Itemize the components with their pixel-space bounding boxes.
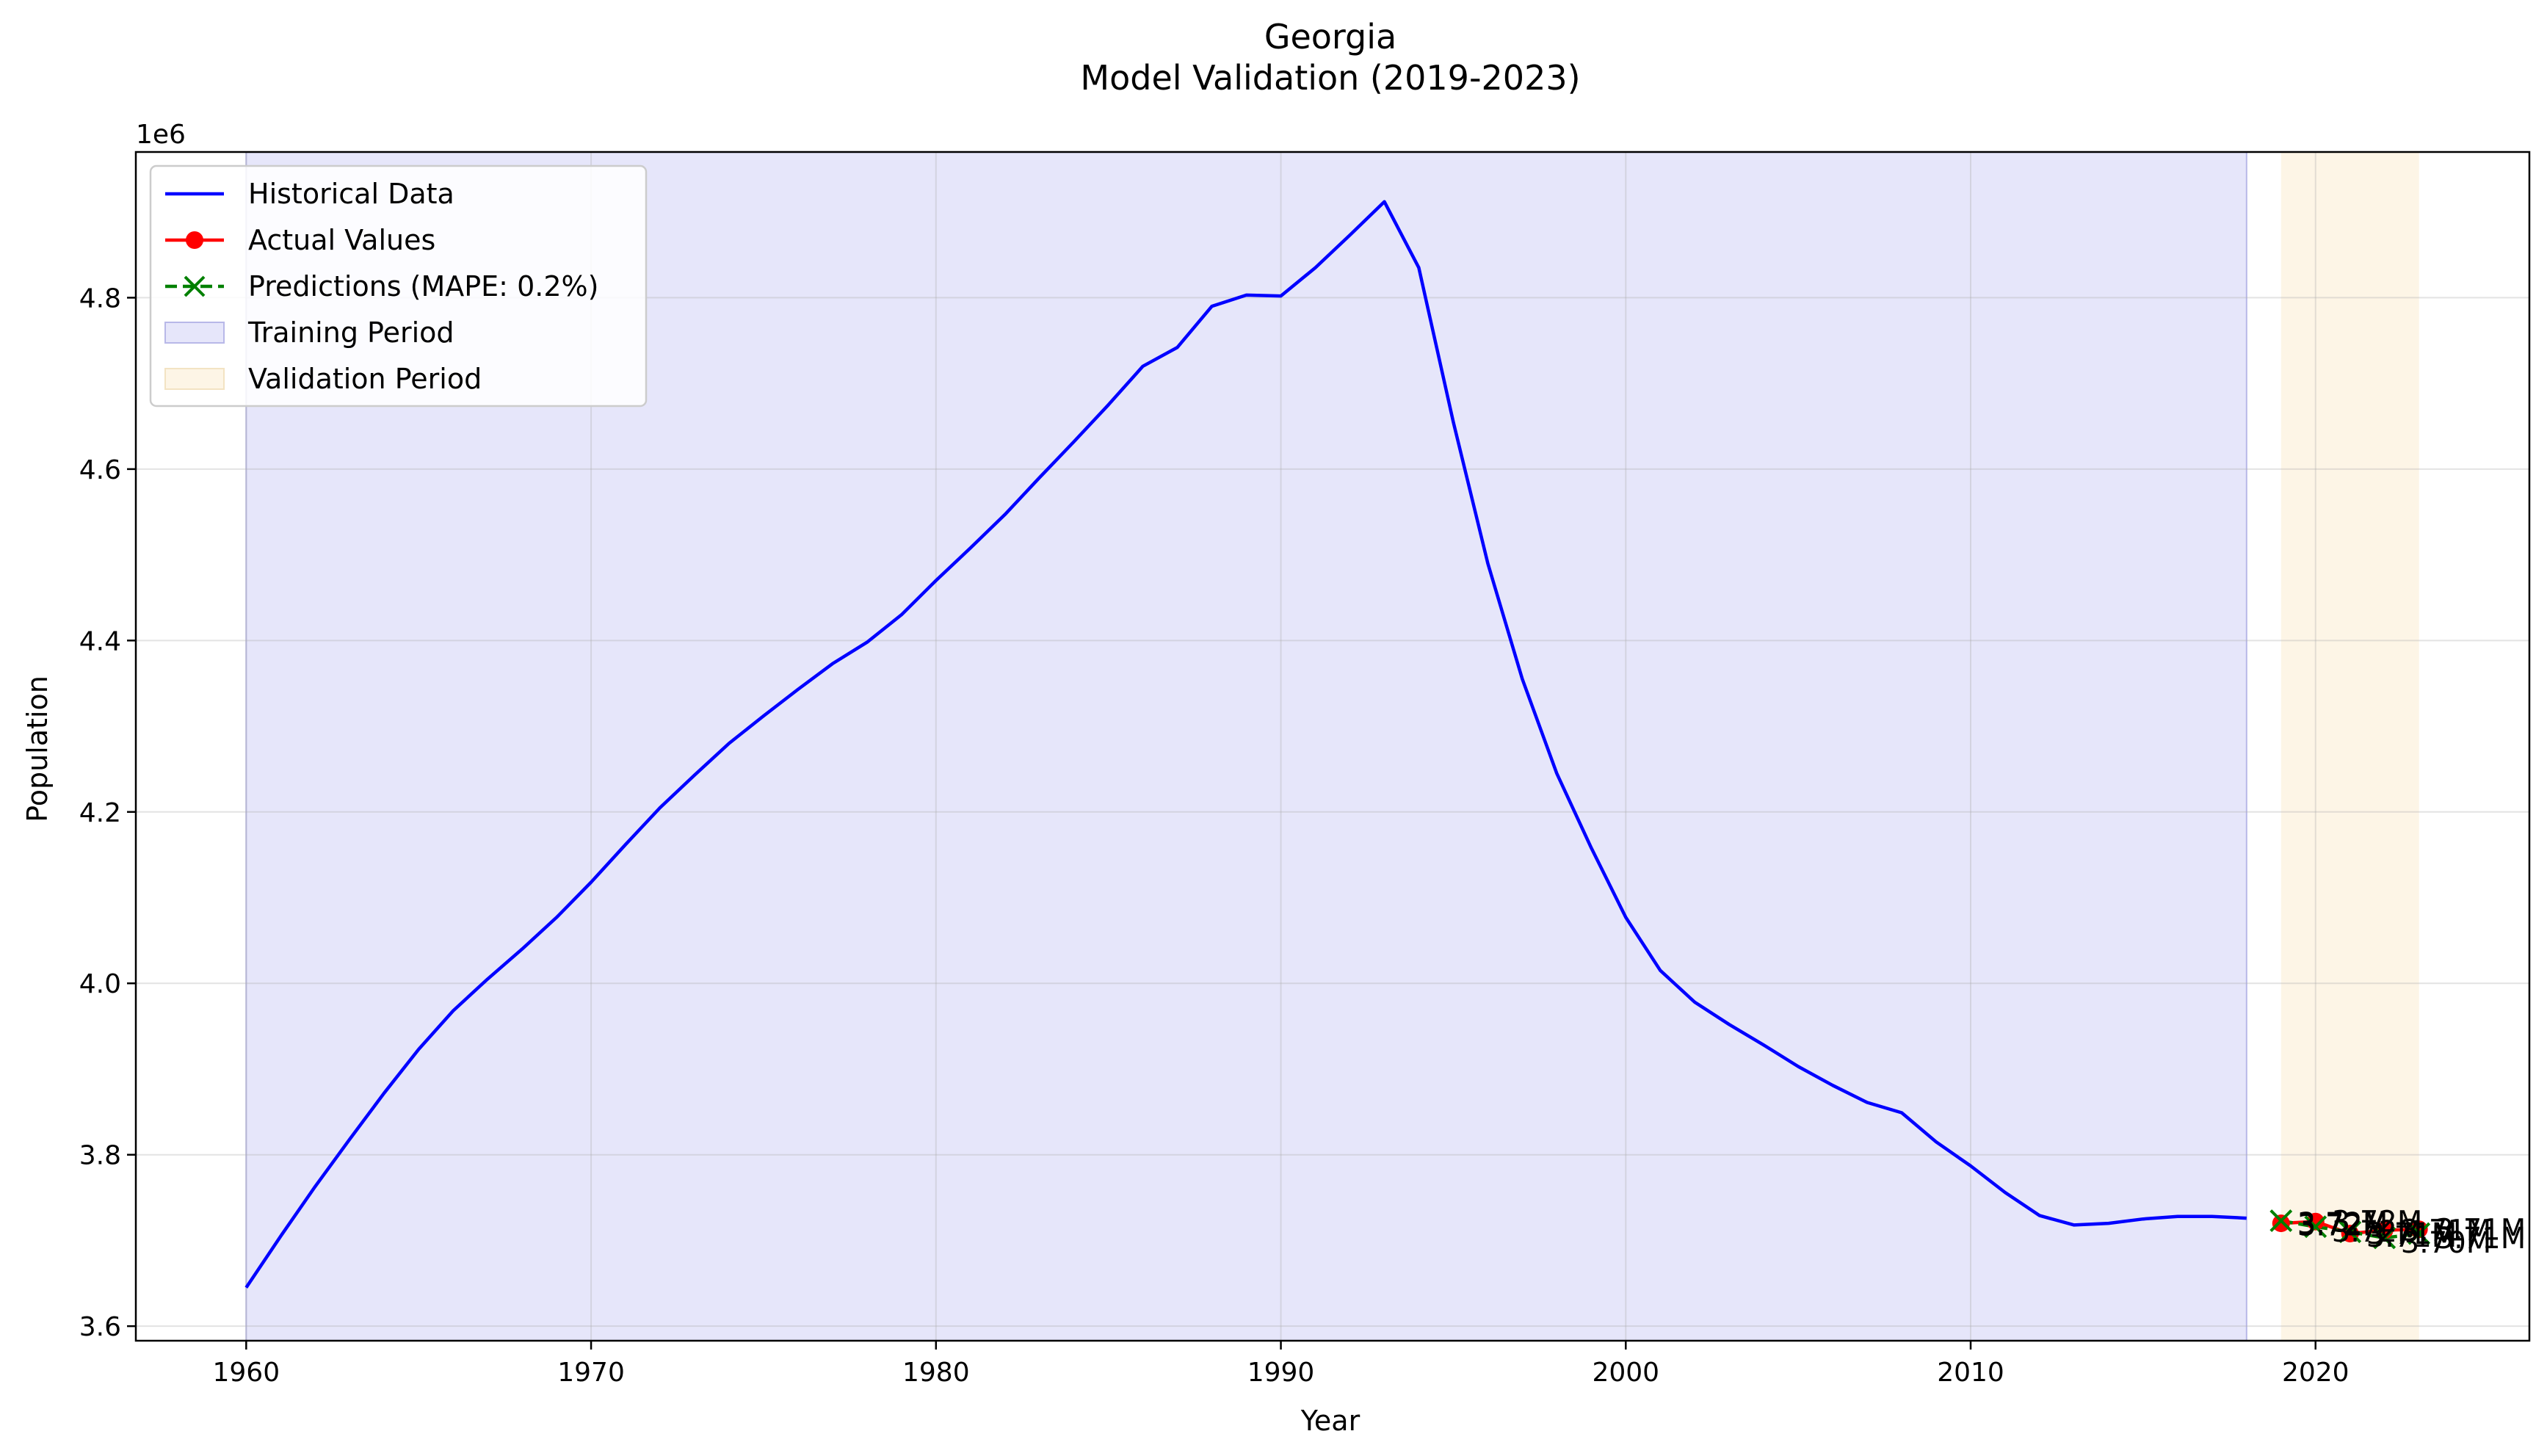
actual-point-2019 bbox=[2272, 1214, 2290, 1233]
y-tick-label-4.6: 4.6 bbox=[79, 455, 121, 485]
prediction-point-2022 bbox=[2373, 1226, 2396, 1250]
x-tick-label-1960: 1960 bbox=[213, 1358, 280, 1388]
prediction-value-label-2020: 3.72M bbox=[2332, 1215, 2423, 1249]
y-axis-label: Population bbox=[21, 676, 54, 822]
legend-swatch-training bbox=[164, 322, 225, 344]
x-tick-label-1980: 1980 bbox=[902, 1358, 970, 1388]
x-tick-label-1970: 1970 bbox=[557, 1358, 625, 1388]
legend-label-historical: Historical Data bbox=[248, 178, 454, 210]
prediction-point-2021 bbox=[2338, 1220, 2362, 1244]
plot-frame bbox=[134, 151, 2531, 1342]
historical-data-line bbox=[244, 200, 2247, 1289]
legend-label-actual: Actual Values bbox=[248, 224, 435, 256]
legend-item-historical: Historical Data bbox=[165, 178, 454, 210]
actual-value-label-2020: 3.72M bbox=[2332, 1206, 2423, 1239]
x-tick-label-2000: 2000 bbox=[1592, 1358, 1659, 1388]
axis-ticks: 1960 1970 1980 1990 2000 2010 2020 3.6 3.8 4.0 4.2… bbox=[79, 283, 2349, 1388]
actual-point-2020 bbox=[2306, 1212, 2325, 1231]
y-tick-label-4.0: 4.0 bbox=[79, 969, 121, 999]
y-offset-label: 1e6 bbox=[136, 120, 186, 150]
legend-label-training: Training Period bbox=[247, 316, 454, 349]
prediction-value-label-2023: 3.71M bbox=[2435, 1222, 2526, 1256]
actual-value-label-2023: 3.71M bbox=[2435, 1213, 2526, 1247]
chart-title: Georgia bbox=[1264, 17, 1396, 57]
actual-value-label-2021: 3.71M bbox=[2366, 1217, 2457, 1251]
prediction-point-2023 bbox=[2407, 1222, 2431, 1245]
prediction-value-label-2019: 3.72M bbox=[2297, 1209, 2388, 1243]
y-tick-label-3.6: 3.6 bbox=[79, 1312, 121, 1342]
x-tick-label-2010: 2010 bbox=[1937, 1358, 2004, 1388]
legend-item-training: Training Period bbox=[164, 316, 454, 349]
y-tick-label-4.4: 4.4 bbox=[79, 626, 121, 656]
y-tick-label-4.2: 4.2 bbox=[79, 798, 121, 828]
legend-label-validation: Validation Period bbox=[248, 363, 482, 395]
x-tick-label-2020: 2020 bbox=[2282, 1358, 2349, 1388]
legend-item-actual: Actual Values bbox=[165, 224, 435, 256]
validation-period-band bbox=[2280, 152, 2419, 1341]
actual-value-label-2022: 3.71M bbox=[2401, 1214, 2492, 1247]
prediction-value-label-2022: 3.70M bbox=[2401, 1226, 2492, 1260]
legend-label-predicted: Predictions (MAPE: 0.2%) bbox=[248, 270, 598, 303]
legend-box bbox=[149, 164, 648, 408]
legend-item-validation: Validation Period bbox=[164, 363, 482, 395]
prediction-point-2020 bbox=[2304, 1215, 2327, 1239]
legend-marker-actual bbox=[186, 231, 203, 249]
prediction-value-label-2021: 3.71M bbox=[2366, 1220, 2457, 1254]
predictions-line bbox=[2280, 1219, 2419, 1240]
actual-value-label-2019: 3.72M bbox=[2297, 1207, 2388, 1241]
y-tick-label-4.8: 4.8 bbox=[79, 283, 121, 314]
legend-swatch-validation bbox=[164, 368, 225, 390]
actual-point-2023 bbox=[2410, 1220, 2428, 1239]
legend-marker-predicted-b bbox=[184, 275, 206, 297]
y-tick-label-3.8: 3.8 bbox=[79, 1141, 121, 1171]
legend-item-predicted: Predictions (MAPE: 0.2%) bbox=[165, 270, 598, 303]
x-tick-label-1990: 1990 bbox=[1247, 1358, 1315, 1388]
chart-subtitle: Model Validation (2019-2023) bbox=[1080, 58, 1580, 98]
legend: Historical Data Actual Values Predictions … bbox=[149, 164, 648, 408]
x-axis-label: Year bbox=[1300, 1405, 1361, 1437]
prediction-point-2019 bbox=[2269, 1209, 2293, 1232]
